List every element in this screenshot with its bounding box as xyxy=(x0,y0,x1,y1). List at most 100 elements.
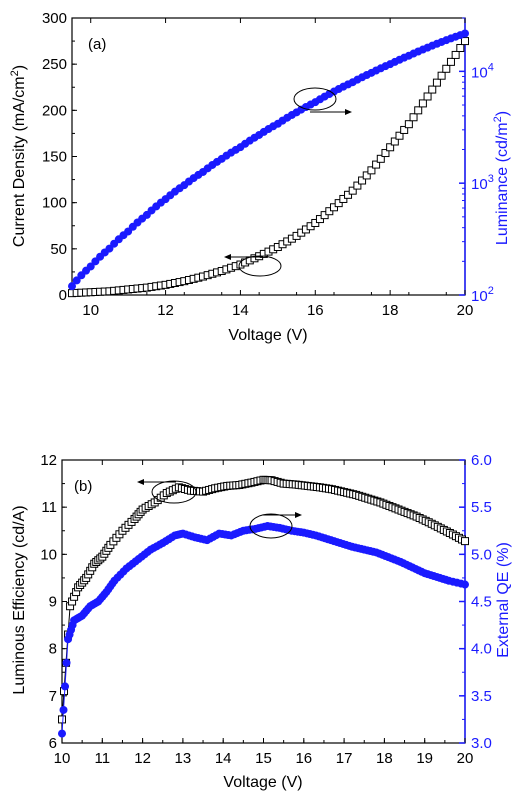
data-point xyxy=(358,176,367,185)
data-point xyxy=(86,262,95,271)
y-right-tick-label: 5.5 xyxy=(471,499,492,516)
data-point xyxy=(404,120,413,129)
data-point xyxy=(362,171,371,180)
data-point xyxy=(58,729,66,738)
data-point xyxy=(68,282,76,291)
data-point xyxy=(418,99,427,108)
y-left-tick-label: 200 xyxy=(42,102,67,119)
panel-a-left-axis-title: Current Density (mA/cm2) xyxy=(9,65,28,247)
y-left-tick-label: 100 xyxy=(42,195,67,212)
data-point xyxy=(62,658,71,667)
panel-a-right-axis-ticks: 102 103 104 xyxy=(459,17,494,305)
data-point xyxy=(451,50,460,59)
x-tick-label: 14 xyxy=(215,750,232,767)
panel-b-qe-ellipse xyxy=(249,513,293,539)
x-tick-label: 19 xyxy=(416,750,433,767)
data-point xyxy=(58,715,66,724)
data-point xyxy=(381,149,390,158)
panel-b-right-axis-title: External QE (%) xyxy=(495,542,512,658)
panel-a-current-ellipse xyxy=(238,255,282,277)
y-right-tick-label: 6.0 xyxy=(471,452,492,469)
y-right-tick-label: 104 xyxy=(471,61,494,81)
panel-b-luminous-efficiency-series xyxy=(58,475,469,724)
data-point xyxy=(461,580,469,589)
data-point xyxy=(344,190,353,199)
data-point xyxy=(59,705,68,714)
panel-b-left-arrowhead xyxy=(137,479,144,485)
data-point xyxy=(423,92,432,101)
x-tick-label: 10 xyxy=(54,750,71,767)
x-tick-label: 18 xyxy=(376,750,393,767)
data-point xyxy=(414,106,423,115)
data-point xyxy=(386,143,395,152)
data-point xyxy=(442,64,451,73)
x-tick-label: 15 xyxy=(255,750,272,767)
y-left-tick-label: 8 xyxy=(49,641,57,658)
y-left-tick-label: 12 xyxy=(40,452,57,469)
x-tick-label: 14 xyxy=(232,302,249,319)
y-left-tick-label: 0 xyxy=(59,287,67,304)
panel-a-label: (a) xyxy=(88,36,106,53)
panel-a-right-axis-title: Luminance (cd/m2) xyxy=(492,111,511,245)
data-point xyxy=(446,57,455,66)
panel-a-luminance-ellipse xyxy=(293,87,337,111)
data-point xyxy=(395,131,404,140)
data-point xyxy=(400,125,409,134)
data-point xyxy=(428,85,437,94)
x-tick-label: 11 xyxy=(95,750,111,767)
x-tick-label: 16 xyxy=(307,302,324,319)
panel-b-x-axis-title: Voltage (V) xyxy=(223,774,302,791)
y-right-tick-label: 3.0 xyxy=(471,735,492,752)
x-tick-label: 17 xyxy=(336,750,353,767)
y-right-tick-label: 4.0 xyxy=(471,641,492,658)
panel-a-right-arrowhead xyxy=(345,109,352,115)
y-right-tick-label: 4.5 xyxy=(471,594,492,611)
panel-b-plot-frame xyxy=(61,459,466,744)
data-point xyxy=(432,78,441,87)
panel-a-current-density-series xyxy=(68,37,469,298)
panel-b-right-axis-ticks: 3.0 3.5 4.0 4.5 5.0 5.5 6.0 xyxy=(459,452,492,752)
x-tick-label: 20 xyxy=(457,302,474,319)
data-point xyxy=(61,682,70,691)
data-point xyxy=(409,113,418,122)
data-point xyxy=(353,181,362,190)
x-tick-label: 13 xyxy=(175,750,192,767)
data-point xyxy=(461,29,469,38)
x-tick-label: 20 xyxy=(457,750,474,767)
panel-a-x-axis-title: Voltage (V) xyxy=(228,327,307,344)
y-right-tick-label: 5.0 xyxy=(471,546,492,563)
y-left-tick-label: 10 xyxy=(40,546,57,563)
y-left-tick-label: 9 xyxy=(49,594,57,611)
data-point xyxy=(367,166,376,175)
y-right-tick-label: 103 xyxy=(471,173,494,193)
y-right-tick-label: 3.5 xyxy=(471,688,492,705)
data-point xyxy=(339,194,348,203)
panel-b-chart: 10 11 12 13 14 15 16 17 18 19 20 6 7 8 9 10 11 12 3.0 3.5… xyxy=(11,452,512,791)
data-point xyxy=(461,37,469,46)
x-tick-label: 10 xyxy=(82,302,99,319)
x-tick-label: 16 xyxy=(295,750,312,767)
data-point xyxy=(437,71,446,80)
x-tick-label: 12 xyxy=(157,302,174,319)
panel-b-efficiency-ellipse xyxy=(151,480,197,504)
data-point xyxy=(390,137,399,146)
y-right-tick-label: 102 xyxy=(471,285,494,305)
data-point xyxy=(348,186,357,195)
x-tick-label: 18 xyxy=(382,302,399,319)
data-point xyxy=(330,203,338,212)
y-left-tick-label: 50 xyxy=(50,241,67,258)
y-left-tick-label: 300 xyxy=(42,10,67,27)
data-point xyxy=(461,537,469,546)
y-left-tick-label: 6 xyxy=(49,735,57,752)
y-left-tick-label: 250 xyxy=(42,56,67,73)
panel-b-label: (b) xyxy=(74,478,92,495)
x-tick-label: 12 xyxy=(134,750,151,767)
y-left-tick-label: 11 xyxy=(41,499,57,516)
panel-b-left-axis-title: Luminous Efficiency (cd/A) xyxy=(11,505,28,694)
panel-b-external-qe-series xyxy=(58,522,469,738)
data-point xyxy=(334,199,343,208)
data-point xyxy=(372,160,381,169)
y-left-tick-label: 150 xyxy=(42,149,67,166)
